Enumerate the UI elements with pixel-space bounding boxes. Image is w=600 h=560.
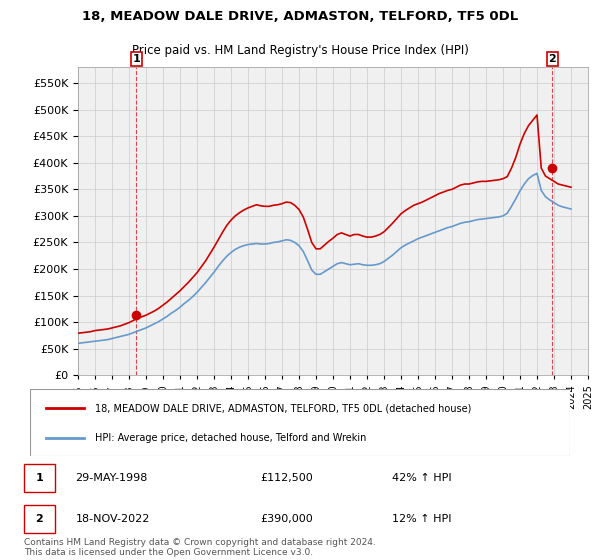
Text: 18, MEADOW DALE DRIVE, ADMASTON, TELFORD, TF5 0DL (detached house): 18, MEADOW DALE DRIVE, ADMASTON, TELFORD…	[95, 403, 471, 413]
FancyBboxPatch shape	[30, 389, 570, 456]
Text: HPI: Average price, detached house, Telford and Wrekin: HPI: Average price, detached house, Telf…	[95, 432, 366, 442]
Text: 29-MAY-1998: 29-MAY-1998	[76, 473, 148, 483]
Text: Contains HM Land Registry data © Crown copyright and database right 2024.
This d: Contains HM Land Registry data © Crown c…	[24, 538, 376, 557]
Text: 42% ↑ HPI: 42% ↑ HPI	[392, 473, 452, 483]
FancyBboxPatch shape	[24, 505, 55, 533]
Text: £390,000: £390,000	[260, 514, 313, 524]
Text: 18-NOV-2022: 18-NOV-2022	[76, 514, 150, 524]
Text: 18, MEADOW DALE DRIVE, ADMASTON, TELFORD, TF5 0DL: 18, MEADOW DALE DRIVE, ADMASTON, TELFORD…	[82, 10, 518, 24]
Text: 12% ↑ HPI: 12% ↑ HPI	[392, 514, 452, 524]
Text: 2: 2	[35, 514, 43, 524]
Text: 2: 2	[548, 54, 556, 64]
Text: 1: 1	[132, 54, 140, 64]
Text: 1: 1	[35, 473, 43, 483]
Text: Price paid vs. HM Land Registry's House Price Index (HPI): Price paid vs. HM Land Registry's House …	[131, 44, 469, 57]
Text: £112,500: £112,500	[260, 473, 313, 483]
FancyBboxPatch shape	[24, 464, 55, 492]
